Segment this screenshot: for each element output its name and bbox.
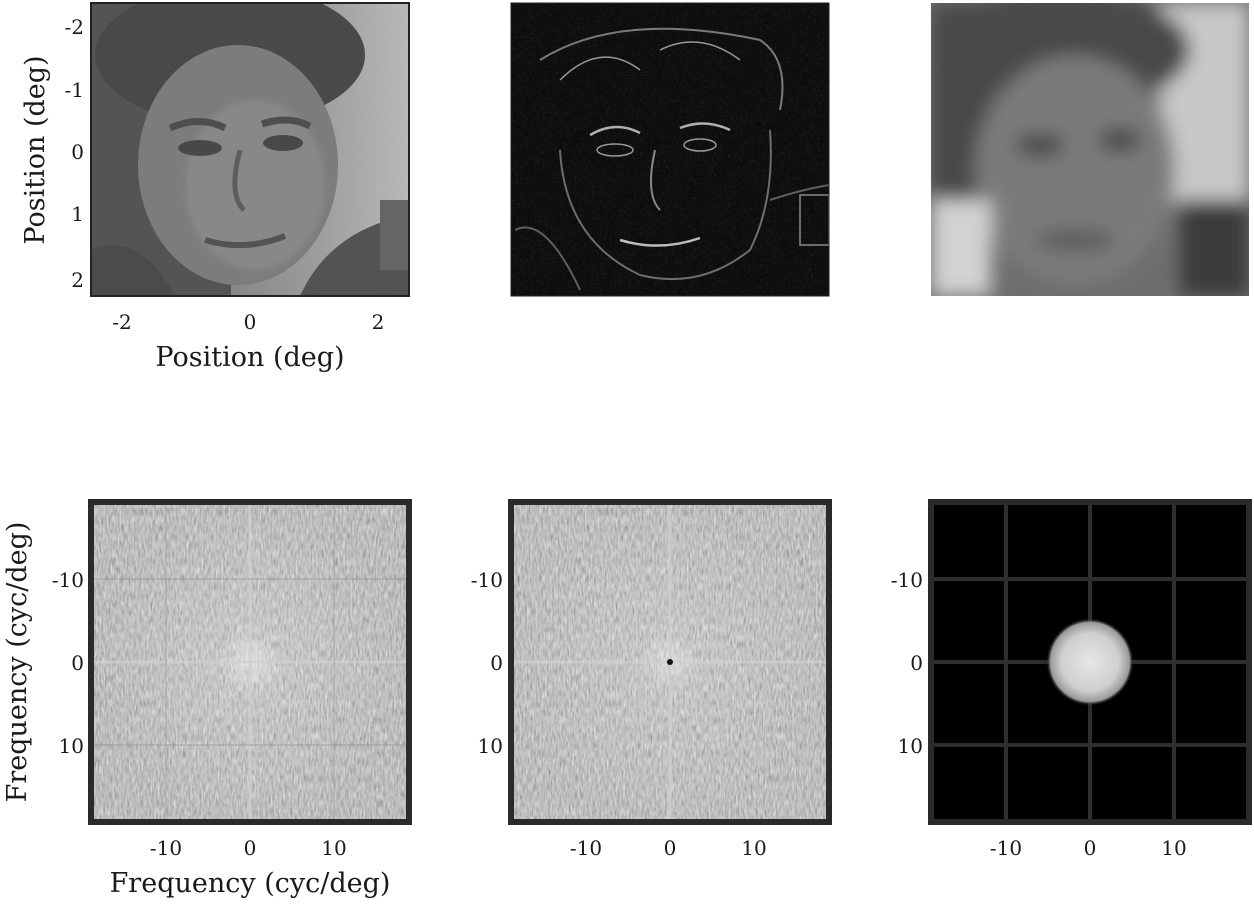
bottom-y-tick: -10	[891, 568, 923, 592]
bottom-y-tick: 10	[898, 734, 923, 758]
bottom-x-ticks-3: -10 0 10	[990, 836, 1187, 860]
top-y-ticks: -2 -1 0 1 2	[65, 15, 84, 292]
spectrum-highpass-panel	[511, 502, 829, 822]
bottom-y-ticks-1: -10 0 10	[52, 568, 84, 758]
bottom-x-tick: 0	[244, 836, 257, 860]
bottom-y-axis-label: Frequency (cyc/deg)	[2, 522, 33, 803]
bottom-y-ticks-2: -10 0 10	[471, 568, 503, 758]
bottom-y-ticks-3: -10 0 10	[891, 568, 923, 758]
face-image-frame	[90, 2, 410, 297]
lowpass-filter-frame	[928, 499, 1252, 825]
top-y-axis-label: Position (deg)	[20, 55, 51, 244]
lowpass-filter-disk	[1046, 618, 1134, 706]
highpass-image-panel	[511, 3, 829, 296]
spectrum-original-frame	[88, 499, 412, 825]
bottom-x-tick: -10	[570, 836, 602, 860]
bottom-x-tick: 0	[664, 836, 677, 860]
top-y-tick: 1	[71, 202, 84, 226]
bottom-x-tick: 10	[1161, 836, 1186, 860]
bottom-y-tick: 0	[71, 651, 84, 675]
bottom-x-tick: 10	[321, 836, 346, 860]
top-y-tick: -1	[65, 78, 84, 102]
bottom-x-axis-label: Frequency (cyc/deg)	[110, 868, 391, 899]
bottom-y-tick: 10	[478, 734, 503, 758]
top-x-axis-label: Position (deg)	[155, 342, 344, 373]
bottom-y-tick: 0	[490, 651, 503, 675]
bottom-x-ticks-2: -10 0 10	[570, 836, 767, 860]
spectrum-original-panel	[91, 502, 409, 822]
bottom-x-tick: -10	[150, 836, 182, 860]
top-x-ticks: -2 0 2	[112, 310, 384, 334]
bottom-y-tick: 0	[910, 651, 923, 675]
bottom-x-tick: -10	[990, 836, 1022, 860]
bottom-y-tick: -10	[471, 568, 503, 592]
bottom-y-tick: -10	[52, 568, 84, 592]
bottom-x-tick: 10	[741, 836, 766, 860]
face-image-panel	[91, 3, 409, 296]
top-y-tick: -2	[65, 15, 84, 39]
top-x-tick: 2	[372, 310, 385, 334]
bottom-x-tick: 0	[1084, 836, 1097, 860]
lowpass-image-panel	[931, 3, 1249, 296]
top-x-tick: 0	[244, 310, 257, 334]
bottom-y-tick: 10	[59, 734, 84, 758]
spectrum-highpass-frame	[508, 499, 832, 825]
top-y-tick: 2	[71, 268, 84, 292]
highpass-image-frame	[510, 2, 830, 297]
top-x-tick: -2	[112, 310, 131, 334]
lowpass-filter-panel	[931, 502, 1249, 822]
top-y-tick: 0	[71, 140, 84, 164]
bottom-x-ticks-1: -10 0 10	[150, 836, 347, 860]
